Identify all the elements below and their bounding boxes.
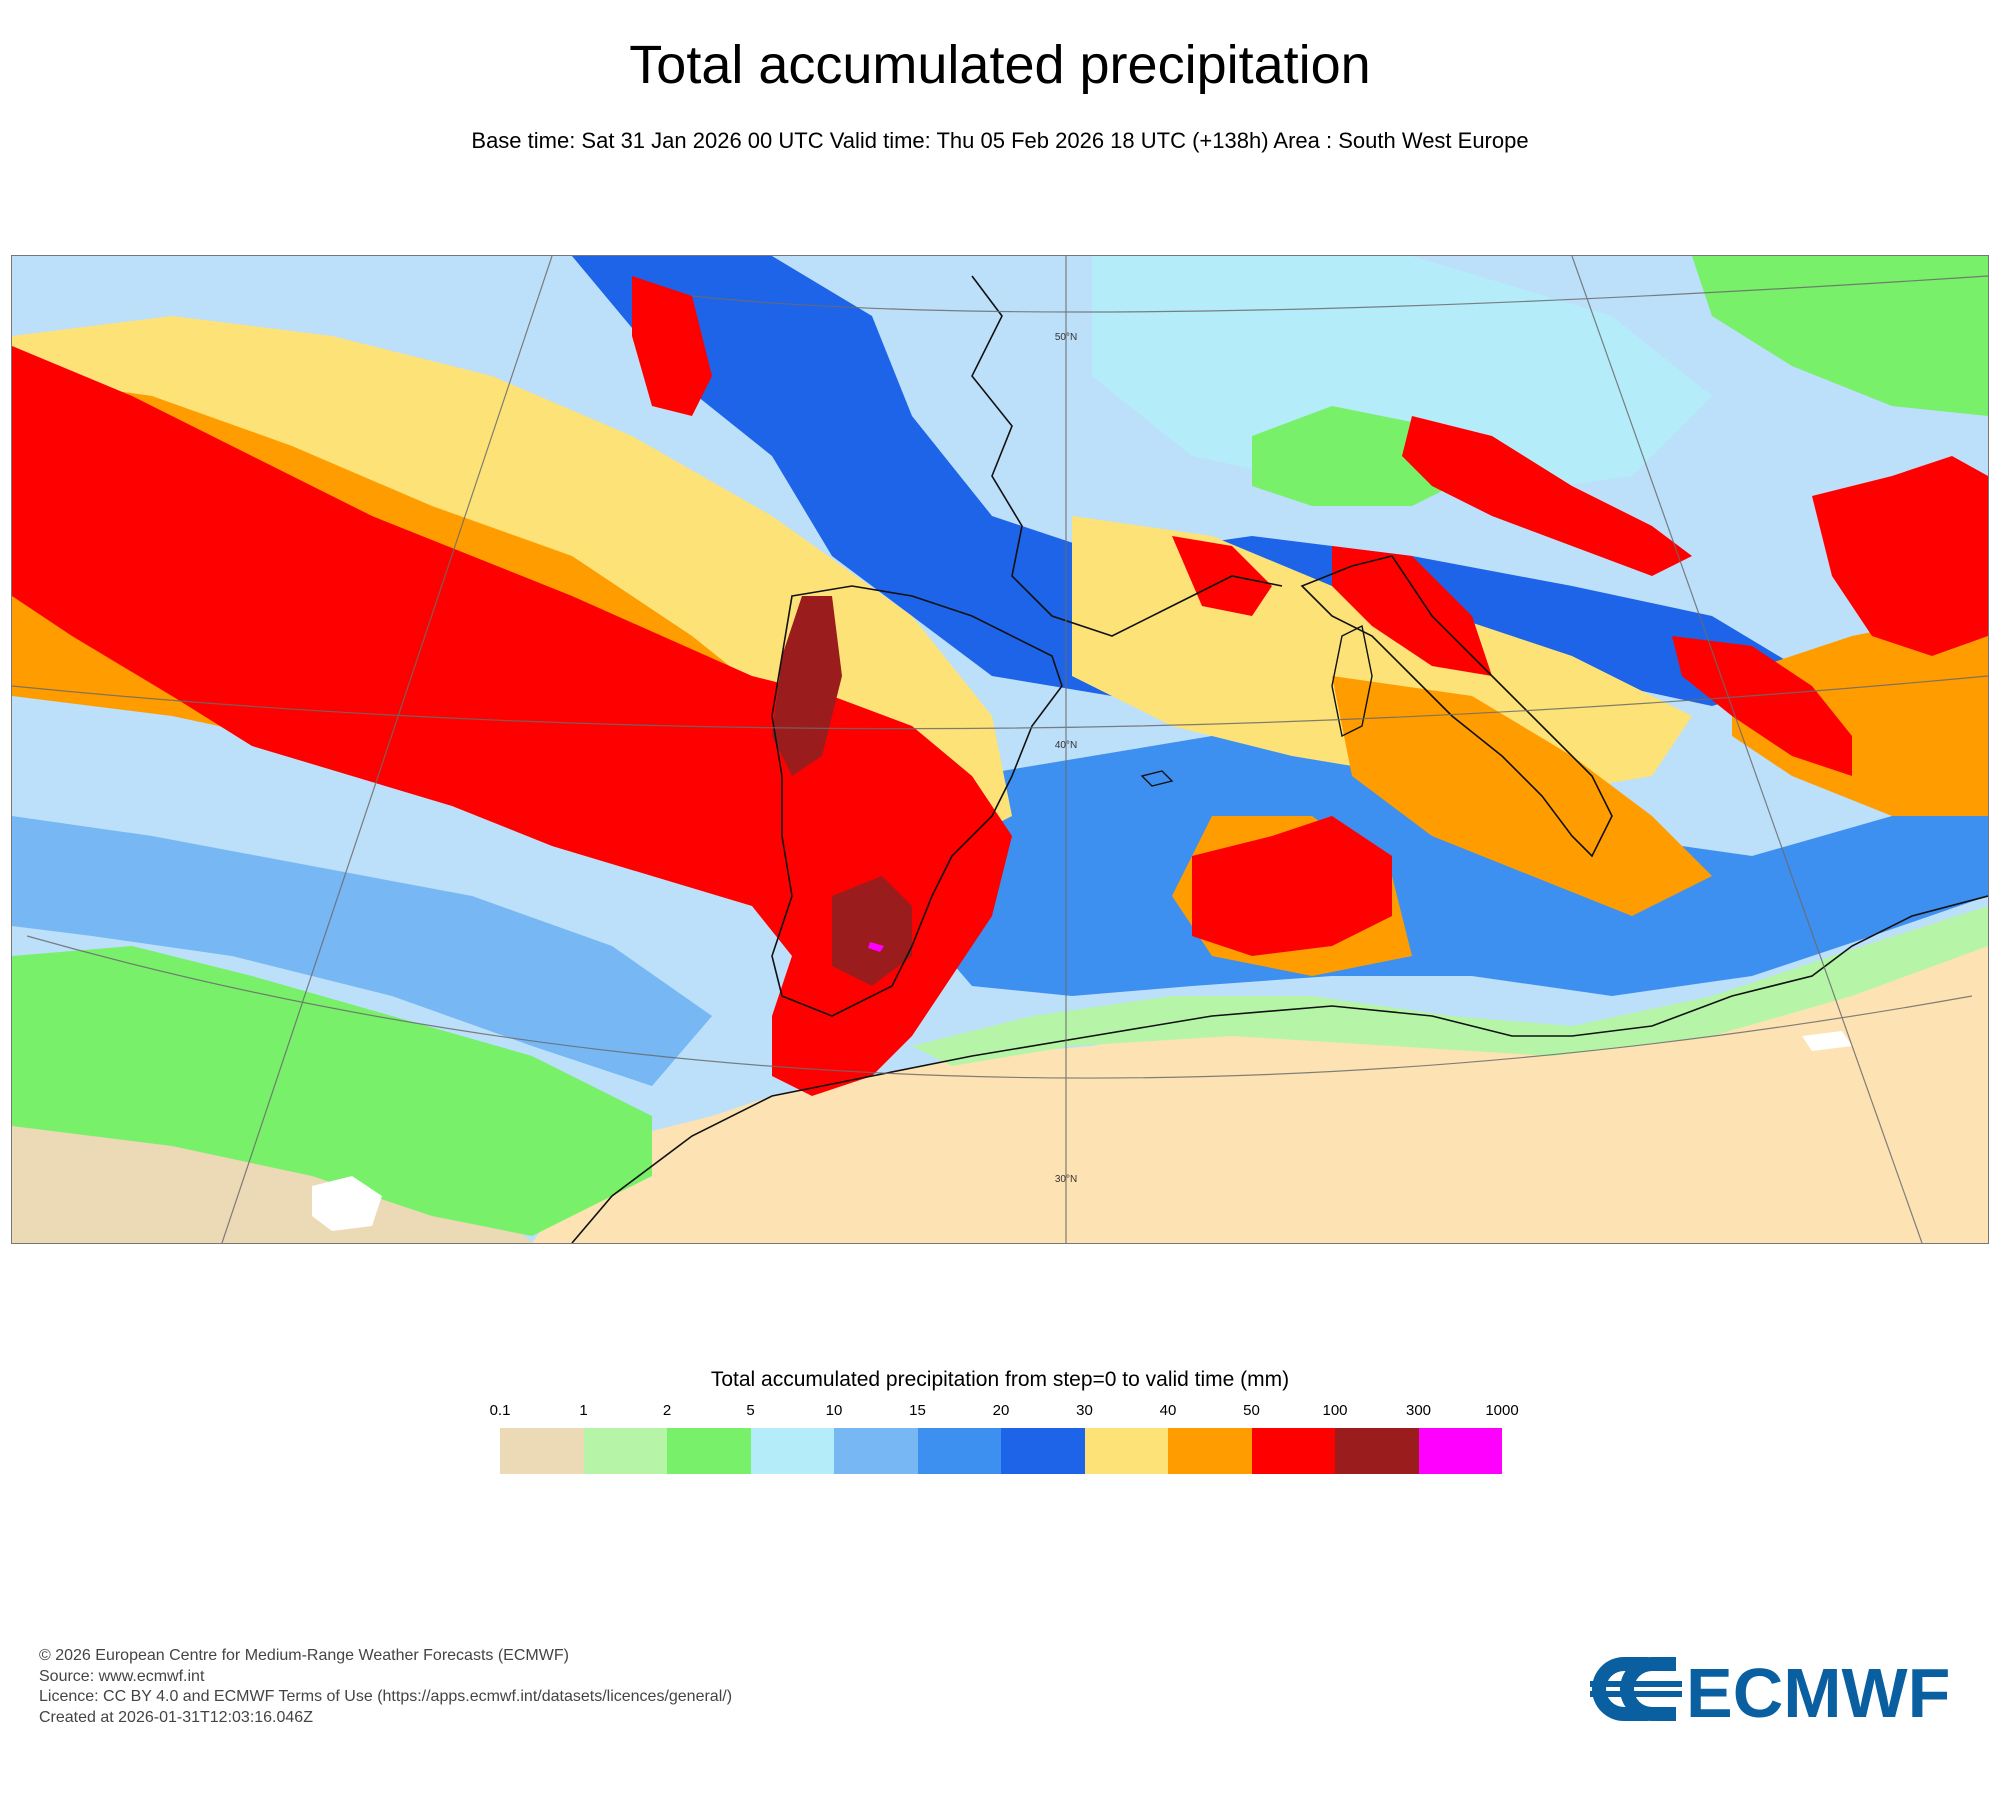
legend-title: Total accumulated precipitation from ste…: [710, 1368, 1290, 1391]
graticule-lat-50: [691, 275, 1988, 313]
white-patch-north-africa: [1802, 1031, 1852, 1051]
north-africa-dry-land: [532, 926, 1988, 1243]
legend-tick: 0.1: [489, 1402, 511, 1419]
sardinia-corsica: [1331, 624, 1373, 738]
color-legend: 0.1 1 2 5 10 15 20 30 40 50 100 300 1000: [490, 1402, 1519, 1474]
legend-swatch: [1418, 1428, 1502, 1474]
footer-credits: © 2026 European Centre for Medium-Range …: [39, 1646, 732, 1728]
legend-tick: 40: [1159, 1402, 1177, 1419]
blue-region-mediterranean: [912, 726, 1988, 996]
legend-tick: 300: [1405, 1402, 1432, 1419]
lat-label-50: 50°N: [1055, 332, 1077, 343]
white-patch-canaries: [312, 1176, 382, 1231]
blue-region-north: [572, 256, 1812, 706]
legend-swatch: [1335, 1428, 1419, 1474]
legend-tick: 50: [1243, 1402, 1260, 1419]
iberia-coastline: [771, 585, 1063, 1017]
red-southern-france: [1172, 536, 1272, 616]
legend-swatch: [1168, 1428, 1252, 1474]
light-blue-central-europe: [1092, 256, 1712, 496]
ecmwf-logo: ECMWF: [1590, 1654, 1962, 1732]
red-balkans-east: [1812, 456, 1988, 656]
red-tyrrhenian: [1332, 546, 1492, 676]
chart-title: Total accumulated precipitation: [629, 35, 1371, 95]
green-band-africa-coast: [912, 906, 1988, 1066]
copyright-line: © 2026 European Centre for Medium-Range …: [39, 1647, 569, 1664]
legend-tick: 1000: [1485, 1402, 1519, 1419]
graticule-lon-west: [221, 256, 553, 1243]
red-algeria-coast: [1192, 816, 1392, 956]
balearic-islands: [1140, 770, 1174, 787]
orange-italy: [1332, 676, 1712, 916]
legend-color-bar: [500, 1428, 1502, 1474]
graticule-lat-40: [12, 675, 1988, 730]
legend-tick: 5: [746, 1402, 755, 1419]
legend-tick: 2: [662, 1402, 672, 1419]
precipitation-map[interactable]: 50°N 40°N 30°N: [11, 255, 1989, 1244]
lat-label-40: 40°N: [1055, 740, 1077, 751]
darkred-andalusia: [832, 876, 912, 986]
north-africa-coastline: [571, 895, 1988, 1243]
legend-tick: 10: [825, 1402, 843, 1419]
darkred-portugal: [772, 596, 842, 776]
ecmwf-logo-mark-icon: [1590, 1657, 1682, 1721]
legend-tick: 15: [909, 1402, 926, 1419]
legend-swatch: [1084, 1428, 1168, 1474]
legend-swatch: [583, 1428, 667, 1474]
legend-tick: 20: [992, 1402, 1010, 1419]
source-line: Source: www.ecmwf.int: [39, 1667, 205, 1685]
legend-tick: 30: [1076, 1402, 1093, 1419]
legend-swatch: [834, 1428, 918, 1474]
graticule-lon-east: [1571, 256, 1923, 1243]
atlantic-dry-zone: [12, 1116, 532, 1243]
lat-label-30: 30°N: [1055, 1174, 1077, 1185]
red-north-italy-croatia: [1402, 416, 1692, 576]
legend-swatch: [1001, 1428, 1085, 1474]
licence-line: Licence: CC BY 4.0 and ECMWF Terms of Us…: [39, 1688, 733, 1705]
orange-balkans: [1732, 616, 1988, 816]
legend-swatch: [750, 1428, 834, 1474]
legend-tick: 1: [579, 1402, 588, 1419]
ecmwf-logo-text: ECMWF: [1686, 1655, 1950, 1723]
red-north-jet: [632, 276, 712, 416]
green-northeast: [1692, 256, 1988, 416]
created-line: Created at 2026-01-31T12:03:16.046Z: [39, 1708, 313, 1726]
france-coastline: [971, 275, 1283, 637]
legend-swatch: [667, 1428, 751, 1474]
graticule-lat-30: [26, 935, 1973, 1079]
italy-coastline: [1300, 555, 1613, 858]
blue-region-atlantic: [12, 816, 712, 1086]
green-band-southwest: [12, 946, 652, 1236]
legend-swatch: [917, 1428, 1001, 1474]
red-greece-adriatic: [1672, 636, 1852, 776]
magenta-peak: [868, 942, 884, 952]
chart-subtitle: Base time: Sat 31 Jan 2026 00 UTC Valid …: [471, 128, 1529, 153]
legend-swatch: [500, 1428, 584, 1474]
legend-tick: 100: [1322, 1402, 1348, 1419]
legend-swatch: [1251, 1428, 1335, 1474]
